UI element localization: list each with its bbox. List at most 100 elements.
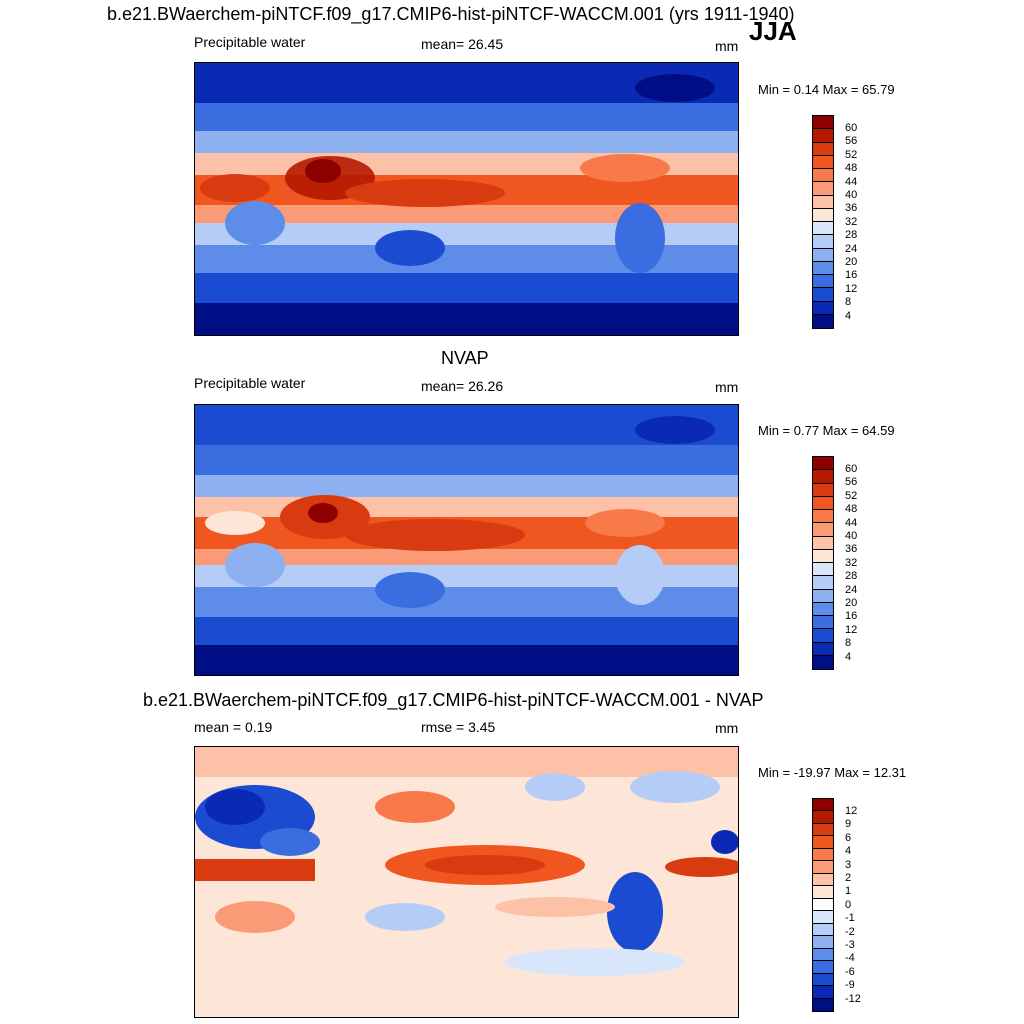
colorbar-swatch: [813, 275, 833, 289]
colorbar-tick-label: 16: [845, 269, 858, 282]
colorbar-swatch: [813, 288, 833, 302]
colorbar-tick-label: 44: [845, 175, 858, 188]
colorbar-swatch: [813, 483, 833, 497]
colorbar-tick-label: 48: [845, 503, 858, 516]
colorbar-tick-label: 32: [845, 556, 858, 569]
colorbar-swatch: [813, 655, 833, 669]
colorbar-tick-label: 24: [845, 242, 858, 255]
colorbar-tick-label: 12: [845, 623, 858, 636]
colorbar-swatch: [813, 848, 833, 862]
colorbar-diff: [812, 798, 834, 1012]
colorbar-tick-label: 16: [845, 610, 858, 623]
colorbar-tick-label: -9: [845, 979, 855, 992]
colorbar-tick-label: 40: [845, 530, 858, 542]
colorbar-tick-label: -3: [845, 939, 855, 951]
colorbar-swatch: [813, 155, 833, 169]
colorbar-swatch: [813, 948, 833, 962]
colorbar-tick-label: 8: [845, 296, 852, 309]
colorbar-tick-label: 4: [845, 650, 852, 663]
colorbar-tick-label: 56: [845, 135, 858, 148]
colorbar-swatch: [813, 301, 833, 315]
colorbar-obs: [812, 456, 834, 670]
colorbar-swatch: [813, 523, 833, 537]
colorbar-swatch: [813, 923, 833, 937]
colorbar-tick-label: 36: [845, 543, 858, 556]
colorbar-tick-label: 20: [845, 256, 858, 268]
panel-rmse-label: rmse = 3.45: [421, 719, 496, 735]
colorbar-tick-label: 12: [845, 805, 858, 817]
colorbar-swatch: [813, 823, 833, 837]
season-label: JJA: [749, 16, 797, 46]
colorbar-tick-label: 0: [845, 898, 852, 911]
colorbar-swatch: [813, 195, 833, 209]
colorbar-swatch: [813, 799, 833, 812]
panel-left-label: Precipitable water: [194, 375, 306, 391]
panel-units-label: mm: [715, 379, 739, 395]
colorbar-tick-label: -1: [845, 912, 855, 925]
colorbar-swatch: [813, 602, 833, 616]
panel-units-label: mm: [715, 38, 739, 54]
colorbar-swatch: [813, 457, 833, 471]
colorbar-tick-label: 4: [845, 845, 852, 858]
colorbar-swatch: [813, 563, 833, 577]
colorbar-swatch: [813, 510, 833, 524]
colorbar-swatch: [813, 129, 833, 143]
map-model-canvas: [195, 63, 738, 335]
colorbar-swatch: [813, 248, 833, 262]
colorbar-tick-label: 20: [845, 597, 858, 609]
map-diff-canvas: [195, 747, 738, 1017]
colorbar-swatch: [813, 873, 833, 887]
colorbar-tick-label: 48: [845, 162, 858, 175]
colorbar-swatch: [813, 116, 833, 130]
panel-minmax: Min = 0.77 Max = 64.59: [758, 423, 895, 438]
colorbar-tick-label: 52: [845, 148, 858, 161]
colorbar-swatch: [813, 470, 833, 484]
panel-left-label: mean = 0.19: [194, 719, 273, 735]
colorbar-swatch: [813, 576, 833, 590]
colorbar-tick-label: 6: [845, 831, 852, 844]
colorbar-swatch: [813, 898, 833, 912]
colorbar-tick-label: 60: [845, 122, 858, 134]
colorbar-tick-label: -6: [845, 965, 855, 978]
map-model: [194, 62, 739, 336]
colorbar-swatch: [813, 589, 833, 603]
panel-mean-label: mean= 26.26: [421, 378, 504, 394]
panel-minmax: Min = 0.14 Max = 65.79: [758, 82, 895, 97]
colorbar-tick-label: 9: [845, 818, 852, 831]
colorbar-tick-label: -12: [845, 992, 861, 1005]
colorbar-swatch: [813, 235, 833, 249]
colorbar-model: [812, 115, 834, 329]
colorbar-swatch: [813, 886, 833, 899]
colorbar-swatch: [813, 811, 833, 824]
colorbar-swatch: [813, 261, 833, 275]
colorbar-tick-label: 12: [845, 282, 858, 295]
colorbar-tick-label: 1: [845, 885, 852, 898]
colorbar-swatch: [813, 911, 833, 924]
colorbar-tick-label: 28: [845, 229, 858, 242]
colorbar-swatch: [813, 182, 833, 196]
colorbar-swatch: [813, 208, 833, 222]
colorbar-swatch: [813, 861, 833, 874]
colorbar-swatch: [813, 836, 833, 849]
colorbar-tick-label: -4: [845, 952, 855, 965]
colorbar-swatch: [813, 549, 833, 563]
colorbar-tick-label: 32: [845, 215, 858, 228]
panel-heading: b.e21.BWaerchem-piNTCF.f09_g17.CMIP6-his…: [143, 690, 764, 710]
panel-units-label: mm: [715, 720, 739, 736]
colorbar-tick-label: 56: [845, 476, 858, 489]
map-diff: [194, 746, 739, 1018]
panel-left-label: Precipitable water: [194, 34, 306, 50]
colorbar-swatch: [813, 536, 833, 550]
colorbar-swatch: [813, 314, 833, 328]
colorbar-swatch: [813, 936, 833, 949]
colorbar-tick-label: 8: [845, 637, 852, 650]
colorbar-swatch: [813, 222, 833, 236]
colorbar-swatch: [813, 496, 833, 510]
colorbar-tick-label: 4: [845, 309, 852, 322]
colorbar-tick-label: 36: [845, 202, 858, 215]
map-obs: [194, 404, 739, 676]
panel-heading: NVAP: [441, 348, 489, 368]
colorbar-tick-label: 3: [845, 858, 852, 871]
colorbar-swatch: [813, 998, 833, 1011]
colorbar-tick-label: 40: [845, 189, 858, 201]
